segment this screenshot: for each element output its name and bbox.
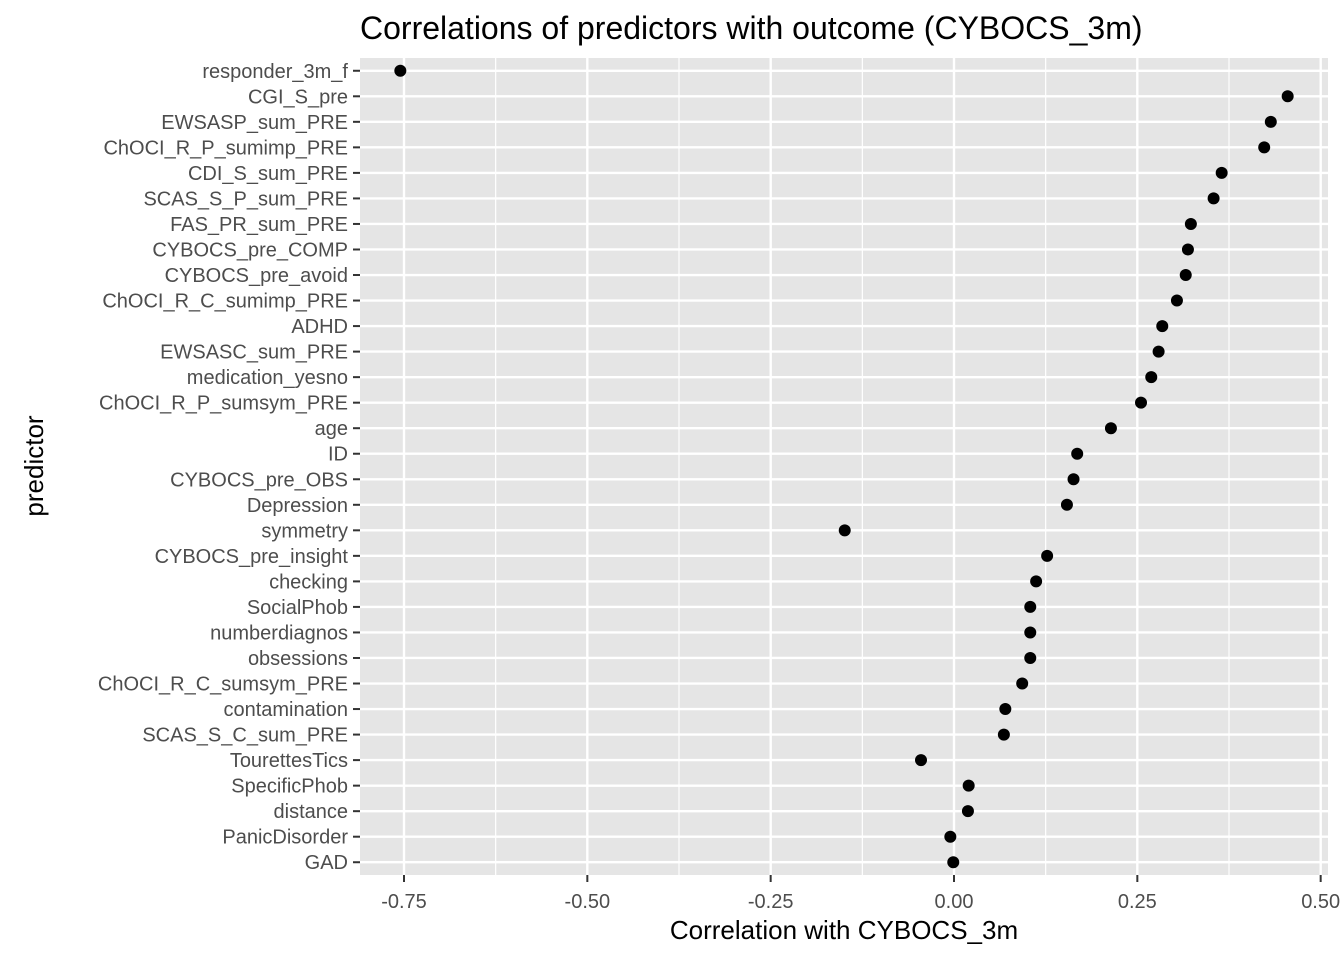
data-point	[1067, 473, 1080, 486]
data-point	[1104, 422, 1117, 435]
y-tick-label: SCAS_S_P_sum_PRE	[143, 188, 348, 210]
data-point	[962, 779, 975, 792]
y-tick-label: ChOCI_R_C_sumsym_PRE	[98, 674, 348, 696]
y-tick-label: ADHD	[291, 316, 348, 338]
y-tick-label: responder_3m_f	[202, 61, 348, 83]
y-tick-label: checking	[269, 571, 348, 593]
data-point	[394, 64, 407, 77]
y-tick-label: CDI_S_sum_PRE	[188, 163, 348, 185]
data-point	[1060, 498, 1073, 511]
y-tick-label: medication_yesno	[187, 367, 348, 389]
y-tick-label: SCAS_S_C_sum_PRE	[142, 725, 348, 747]
x-tick-label: 0.00	[935, 891, 974, 913]
data-point	[1264, 115, 1277, 128]
data-point	[1258, 141, 1271, 154]
y-tick-label: CYBOCS_pre_OBS	[170, 469, 348, 491]
data-point	[1016, 677, 1029, 690]
data-point	[999, 703, 1012, 716]
y-tick-label: CYBOCS_pre_insight	[155, 546, 349, 568]
data-point	[1215, 166, 1228, 179]
data-point	[947, 856, 960, 869]
y-tick-label: CGI_S_pre	[248, 86, 348, 108]
data-point	[1207, 192, 1220, 205]
data-point	[1145, 371, 1158, 384]
x-axis-label: Correlation with CYBOCS_3m	[670, 915, 1018, 945]
y-tick-label: ChOCI_R_C_sumimp_PRE	[102, 291, 348, 313]
data-point	[1152, 345, 1165, 358]
y-tick-label: CYBOCS_pre_avoid	[165, 265, 348, 287]
y-tick-label: ChOCI_R_P_sumimp_PRE	[103, 137, 348, 159]
data-points	[394, 64, 1294, 869]
plot-panel	[360, 58, 1328, 875]
data-point	[1181, 243, 1194, 256]
data-point	[1024, 651, 1037, 664]
y-axis-label: predictor	[19, 415, 49, 516]
y-tick-label: contamination	[223, 699, 348, 721]
data-point	[1184, 217, 1197, 230]
y-tick-label: TourettesTics	[230, 750, 348, 772]
y-tick-label: symmetry	[261, 520, 348, 542]
data-point	[1170, 294, 1183, 307]
y-tick-label: FAS_PR_sum_PRE	[170, 214, 348, 236]
x-tick-label: 0.25	[1118, 891, 1157, 913]
data-point	[944, 830, 957, 843]
y-tick-label: ChOCI_R_P_sumsym_PRE	[99, 393, 348, 415]
y-tick-label: CYBOCS_pre_COMP	[152, 239, 348, 261]
y-tick-label: EWSASC_sum_PRE	[160, 342, 348, 364]
y-tick-label: obsessions	[248, 648, 348, 670]
x-tick-label: -0.75	[381, 891, 427, 913]
y-tick-label: GAD	[305, 852, 348, 874]
data-point	[1041, 549, 1054, 562]
y-tick-label: distance	[274, 801, 349, 823]
y-tick-label: SocialPhob	[247, 597, 348, 619]
data-point	[1156, 320, 1169, 333]
x-tick-label: 0.50	[1301, 891, 1340, 913]
data-point	[1071, 447, 1084, 460]
data-point	[915, 754, 927, 767]
y-axis-ticks: responder_3m_f CGI_S_pre EWSASP_sum_PRE ChO…	[98, 61, 360, 874]
y-tick-label: numberdiagnos	[210, 622, 348, 644]
data-point	[1030, 575, 1043, 588]
x-axis-ticks: -0.75 -0.50 -0.25 0.00 0.25 0.50	[381, 875, 1340, 913]
y-tick-label: ID	[328, 444, 348, 466]
y-tick-label: age	[315, 418, 348, 440]
data-point	[961, 805, 974, 818]
x-tick-label: -0.50	[565, 891, 611, 913]
data-point	[997, 728, 1010, 741]
y-tick-label: SpecificPhob	[231, 776, 348, 798]
x-tick-label: -0.25	[748, 891, 794, 913]
y-tick-label: PanicDisorder	[222, 827, 348, 849]
chart-title: Correlations of predictors with outcome …	[360, 10, 1143, 46]
data-point	[838, 524, 851, 537]
data-point	[1135, 396, 1147, 409]
y-tick-label: Depression	[247, 495, 348, 517]
data-point	[1179, 269, 1192, 282]
y-tick-label: EWSASP_sum_PRE	[161, 112, 348, 134]
data-point	[1281, 90, 1294, 103]
gridlines	[360, 58, 1328, 875]
data-point	[1024, 626, 1037, 639]
data-point	[1024, 600, 1037, 613]
